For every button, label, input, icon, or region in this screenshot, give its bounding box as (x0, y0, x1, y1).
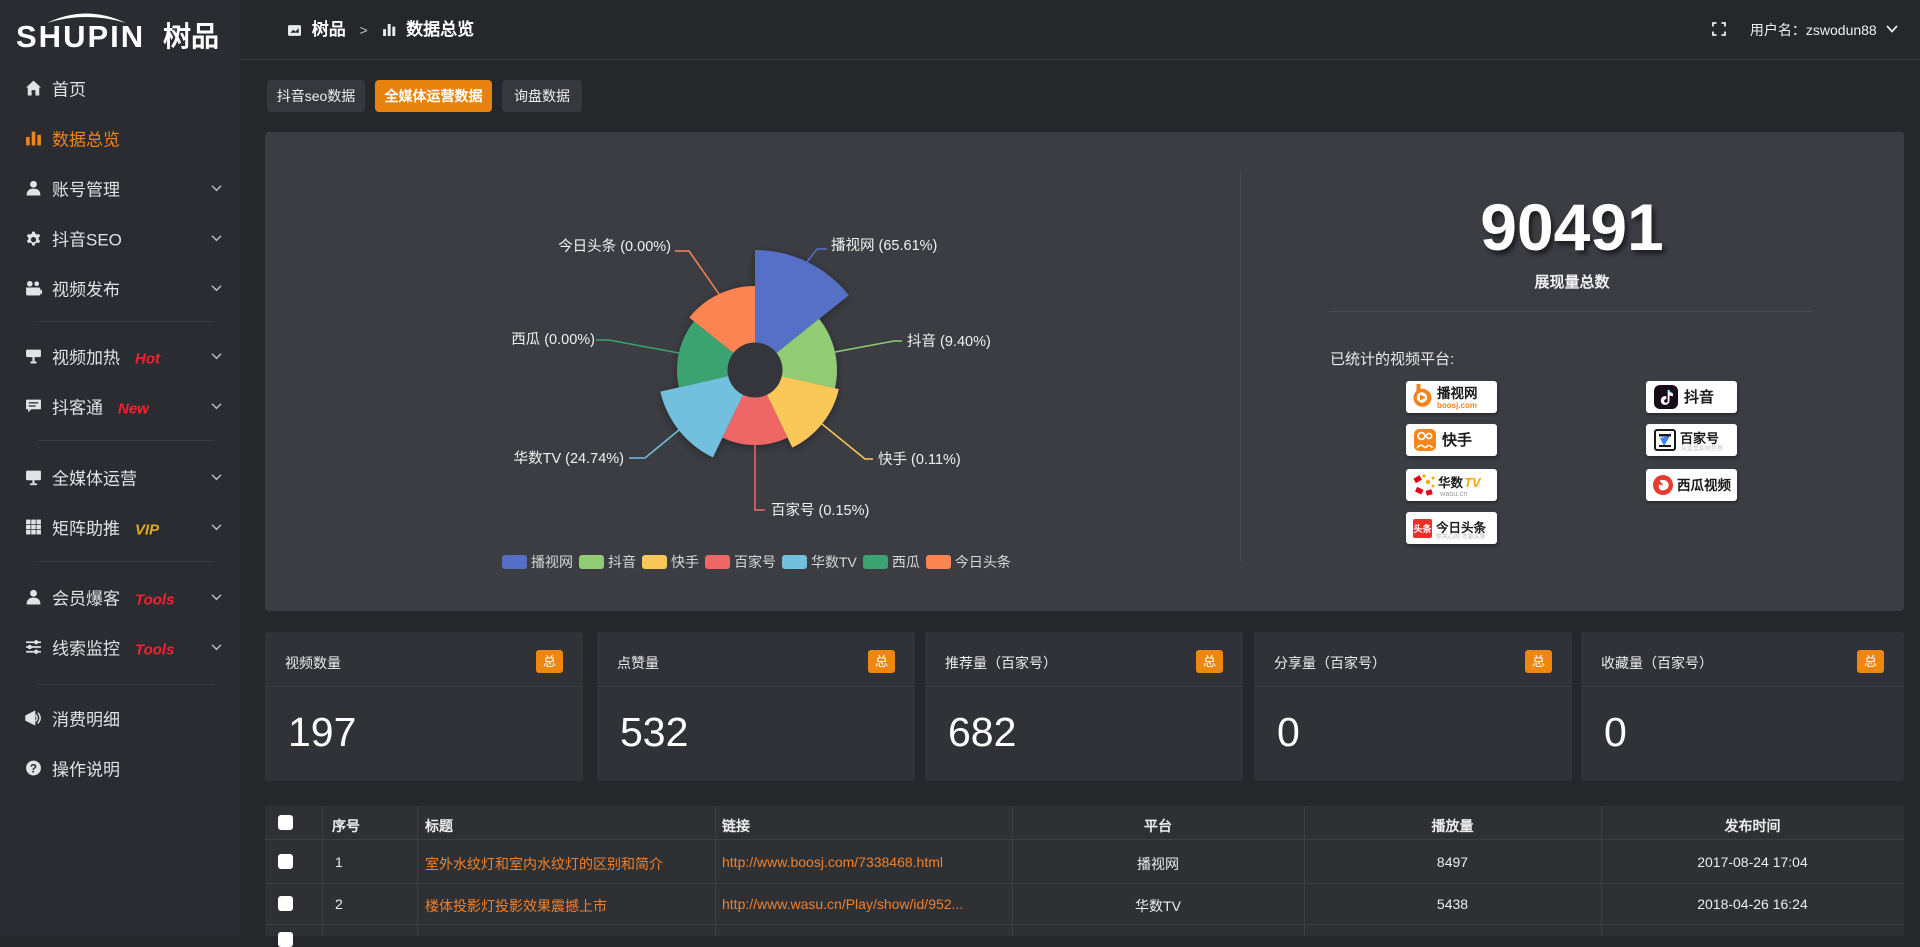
svg-text:华数TV (24.74%): 华数TV (24.74%) (514, 450, 624, 467)
svg-text:百家号: 百家号 (1680, 431, 1719, 446)
svg-text:快手: 快手 (1442, 431, 1472, 449)
svg-text:SHUPIN: SHUPIN (16, 19, 145, 54)
svg-text:TV: TV (1464, 475, 1482, 490)
svg-text:播视网 (65.61%): 播视网 (65.61%) (831, 237, 937, 254)
svg-text:你关心的 才是头条: 你关心的 才是头条 (1436, 533, 1486, 541)
svg-text:抖音: 抖音 (1684, 388, 1714, 406)
svg-text:头条: 头条 (1413, 523, 1432, 534)
svg-text:百家号 (0.15%): 百家号 (0.15%) (771, 502, 869, 519)
svg-text:快手 (0.11%): 快手 (0.11%) (878, 451, 961, 468)
svg-text:wasu.cn: wasu.cn (1439, 489, 1468, 498)
svg-text:从这里影响世界: 从这里影响世界 (1681, 445, 1723, 453)
svg-text:今日头条 (0.00%): 今日头条 (0.00%) (558, 238, 671, 255)
svg-text:西瓜视频: 西瓜视频 (1677, 477, 1731, 493)
svg-text:华数: 华数 (1438, 475, 1464, 490)
svg-text:西瓜 (0.00%): 西瓜 (0.00%) (511, 332, 595, 348)
svg-text:?: ? (30, 762, 37, 775)
svg-text:boosj.com: boosj.com (1437, 401, 1477, 410)
svg-text:抖音 (9.40%): 抖音 (9.40%) (907, 333, 991, 350)
svg-text:播视网: 播视网 (1437, 385, 1478, 401)
svg-text:今日头条: 今日头条 (1435, 520, 1487, 535)
svg-text:树品: 树品 (163, 21, 219, 52)
